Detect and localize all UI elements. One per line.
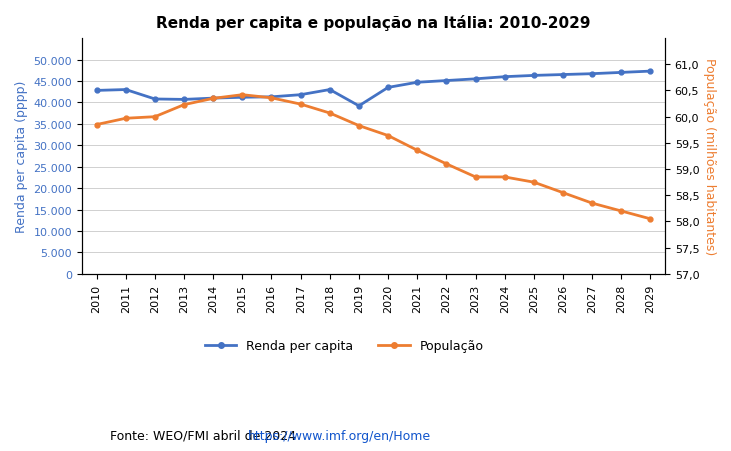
- Y-axis label: Renda per capita (pppp): Renda per capita (pppp): [15, 81, 28, 233]
- Text: Fonte: WEO/FMI abril de 2024: Fonte: WEO/FMI abril de 2024: [110, 429, 300, 442]
- Text: https://www.imf.org/en/Home: https://www.imf.org/en/Home: [247, 429, 431, 442]
- Title: Renda per capita e população na Itália: 2010-2029: Renda per capita e população na Itália: …: [156, 15, 591, 31]
- Y-axis label: População (milhões habitantes): População (milhões habitantes): [703, 58, 716, 255]
- Legend: Renda per capita, População: Renda per capita, População: [200, 335, 488, 357]
